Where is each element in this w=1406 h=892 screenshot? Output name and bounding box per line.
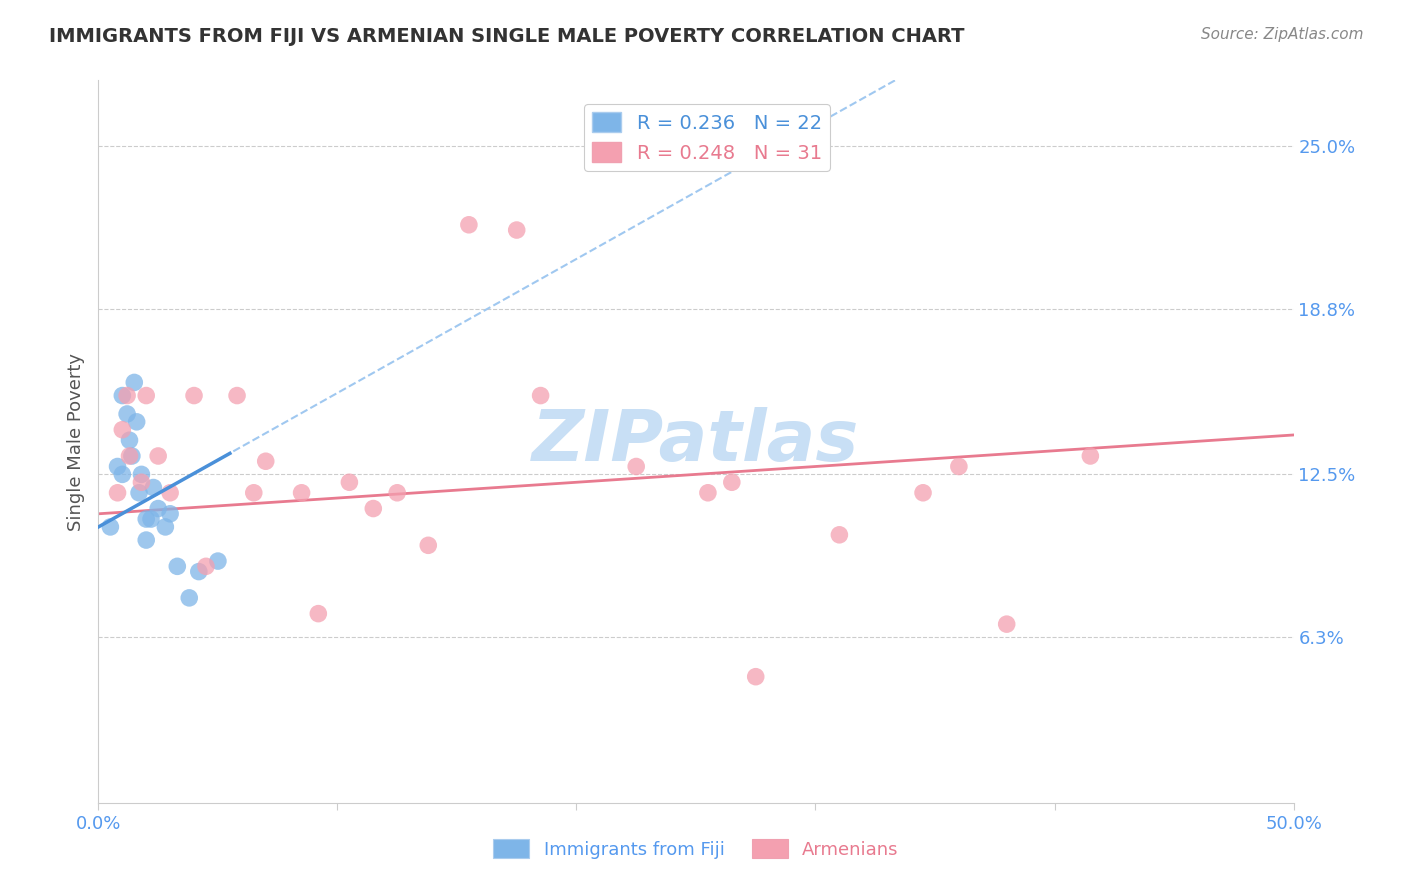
Point [1080,449,1102,463]
Point [142,481,165,495]
Point [139,512,162,526]
Point [166,559,188,574]
Point [121,449,143,463]
Point [124,376,146,390]
Point [159,507,181,521]
Point [125,415,148,429]
Point [98,520,122,534]
Point [207,554,229,568]
Text: IMMIGRANTS FROM FIJI VS ARMENIAN SINGLE MALE POVERTY CORRELATION CHART: IMMIGRANTS FROM FIJI VS ARMENIAN SINGLE … [49,27,965,45]
Point [828,528,851,542]
Point [131,467,153,482]
Point [195,559,218,574]
Point [363,501,385,516]
Point [506,223,529,237]
Point [135,388,157,402]
Point [226,388,249,402]
Point [307,607,329,621]
Point [385,485,409,500]
Point [148,501,170,516]
Legend: Immigrants from Fiji, Armenians: Immigrants from Fiji, Armenians [486,832,905,866]
Y-axis label: Single Male Poverty: Single Male Poverty [66,352,84,531]
Point [115,388,138,402]
Point [183,388,205,402]
Point [111,388,134,402]
Point [458,218,481,232]
Point [155,520,177,534]
Point [291,485,314,500]
Point [530,388,553,402]
Point [115,407,138,421]
Point [111,423,134,437]
Point [128,485,150,500]
Point [745,670,768,684]
Point [118,434,141,448]
Point [254,454,277,468]
Point [135,533,157,547]
Point [131,475,153,490]
Point [111,467,134,482]
Text: Source: ZipAtlas.com: Source: ZipAtlas.com [1201,27,1364,42]
Point [187,565,209,579]
Point [135,512,157,526]
Point [995,617,1018,632]
Point [179,591,201,605]
Point [118,449,141,463]
Point [418,538,440,552]
Point [626,459,648,474]
Point [948,459,970,474]
Point [159,485,181,500]
Point [148,449,170,463]
Point [697,485,720,500]
Point [107,459,129,474]
Point [721,475,744,490]
Point [243,485,266,500]
Point [339,475,361,490]
Point [107,485,129,500]
Text: ZIPatlas: ZIPatlas [533,407,859,476]
Point [911,485,934,500]
